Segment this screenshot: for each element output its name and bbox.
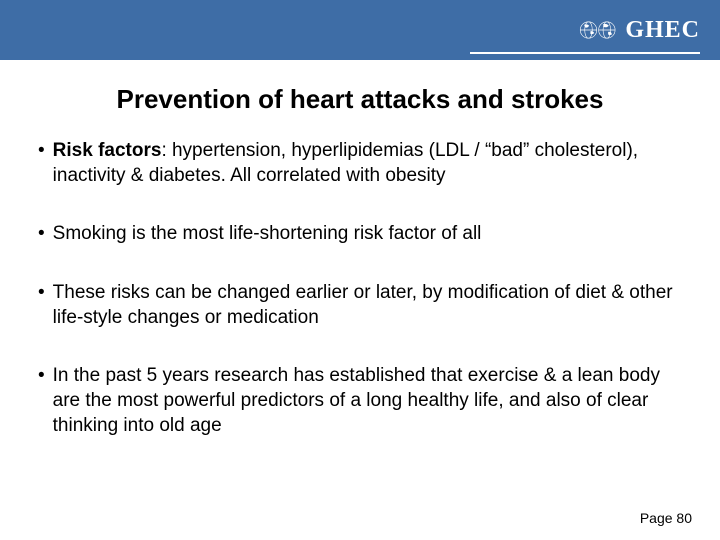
- logo-text: GHEC: [625, 17, 700, 44]
- bullet-item: • Smoking is the most life-shortening ri…: [38, 222, 682, 247]
- bullet-lead: Risk factors: [53, 140, 162, 161]
- bullet-dot: •: [38, 364, 45, 438]
- globe-icon: [579, 11, 617, 49]
- bullet-dot: •: [38, 281, 45, 330]
- bullet-dot: •: [38, 222, 45, 247]
- bullet-item: • These risks can be changed earlier or …: [38, 281, 682, 330]
- bullet-item: • Risk factors: hypertension, hyperlipid…: [38, 139, 682, 188]
- bullet-dot: •: [38, 139, 45, 188]
- bullet-text: In the past 5 years research has establi…: [53, 364, 682, 438]
- header-bar: GHEC: [0, 0, 720, 60]
- logo-underline: [470, 52, 700, 54]
- logo: GHEC: [579, 11, 700, 49]
- bullet-text: Smoking is the most life-shortening risk…: [53, 222, 682, 247]
- bullet-item: • In the past 5 years research has estab…: [38, 364, 682, 438]
- bullet-list: • Risk factors: hypertension, hyperlipid…: [0, 139, 720, 439]
- bullet-text: Risk factors: hypertension, hyperlipidem…: [53, 139, 682, 188]
- page-number: Page 80: [640, 510, 692, 526]
- slide-title: Prevention of heart attacks and strokes: [0, 84, 720, 115]
- bullet-text: These risks can be changed earlier or la…: [53, 281, 682, 330]
